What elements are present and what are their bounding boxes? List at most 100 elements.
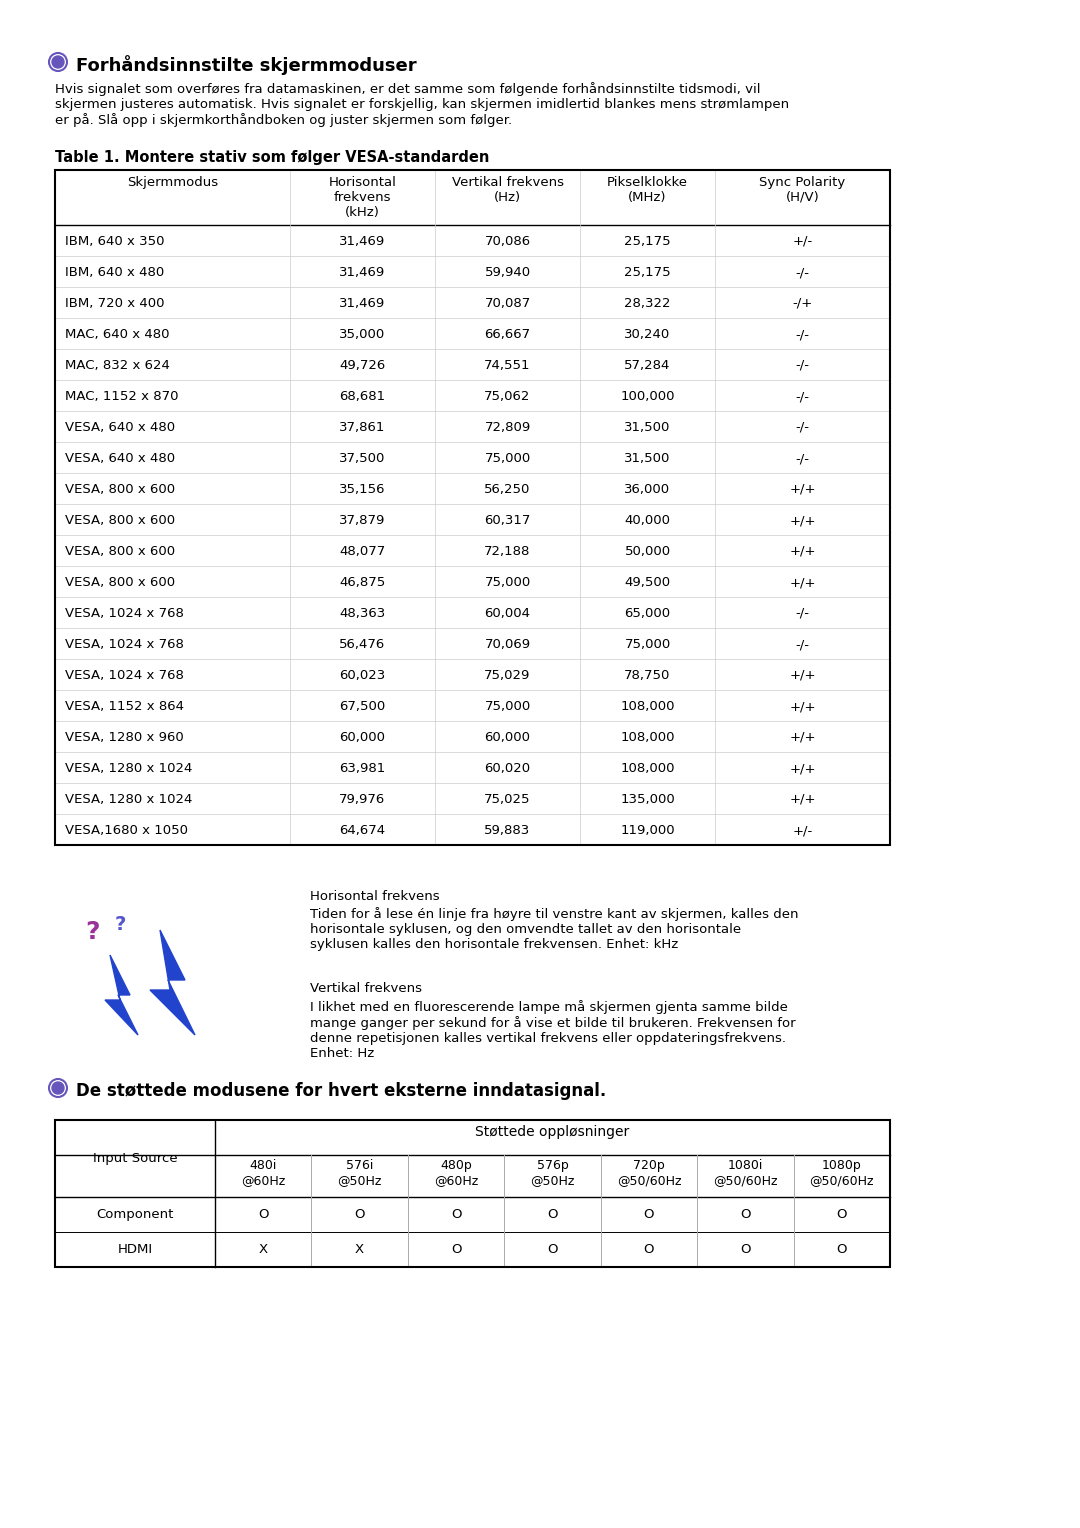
Text: -/-: -/- (796, 329, 810, 341)
Text: 108,000: 108,000 (620, 730, 675, 744)
Text: 1080p
@50/60Hz: 1080p @50/60Hz (810, 1160, 874, 1187)
Text: -/-: -/- (796, 639, 810, 651)
Text: Horisontal
frekvens
(kHz): Horisontal frekvens (kHz) (328, 176, 396, 219)
Circle shape (52, 57, 64, 69)
Text: 50,000: 50,000 (624, 545, 671, 558)
Text: Vertikal frekvens: Vertikal frekvens (310, 983, 422, 995)
Text: 720p
@50/60Hz: 720p @50/60Hz (617, 1160, 681, 1187)
Text: Tiden for å lese én linje fra høyre til venstre kant av skjermen, kalles den
hor: Tiden for å lese én linje fra høyre til … (310, 908, 798, 950)
Text: VESA, 1024 x 768: VESA, 1024 x 768 (65, 607, 184, 620)
Text: Input Source: Input Source (93, 1152, 177, 1164)
Text: VESA, 640 x 480: VESA, 640 x 480 (65, 452, 175, 465)
Text: Sync Polarity
(H/V): Sync Polarity (H/V) (759, 176, 846, 205)
Text: 37,500: 37,500 (339, 452, 386, 465)
Text: -/-: -/- (796, 607, 810, 620)
Text: MAC, 640 x 480: MAC, 640 x 480 (65, 329, 170, 341)
Text: VESA, 800 x 600: VESA, 800 x 600 (65, 513, 175, 527)
Text: VESA, 1152 x 864: VESA, 1152 x 864 (65, 700, 184, 714)
Text: 75,025: 75,025 (484, 793, 530, 805)
Text: 68,681: 68,681 (339, 390, 386, 403)
Text: O: O (740, 1209, 751, 1221)
Text: 119,000: 119,000 (620, 824, 675, 837)
Text: 70,086: 70,086 (485, 235, 530, 248)
Text: +/+: +/+ (789, 669, 815, 681)
Text: -/-: -/- (796, 266, 810, 280)
Text: ?: ? (114, 915, 126, 934)
Text: 75,000: 75,000 (484, 700, 530, 714)
Text: 60,000: 60,000 (485, 730, 530, 744)
Text: O: O (837, 1209, 847, 1221)
Text: 35,156: 35,156 (339, 483, 386, 497)
Text: 49,726: 49,726 (339, 359, 386, 371)
Text: +/+: +/+ (789, 576, 815, 588)
Text: -/-: -/- (796, 390, 810, 403)
Text: IBM, 640 x 480: IBM, 640 x 480 (65, 266, 164, 280)
Text: Horisontal frekvens: Horisontal frekvens (310, 889, 440, 903)
Text: 135,000: 135,000 (620, 793, 675, 805)
Text: MAC, 832 x 624: MAC, 832 x 624 (65, 359, 170, 371)
Text: VESA, 1280 x 1024: VESA, 1280 x 1024 (65, 793, 192, 805)
Text: +/+: +/+ (789, 730, 815, 744)
Text: 480i
@60Hz: 480i @60Hz (241, 1160, 285, 1187)
Text: 48,077: 48,077 (339, 545, 386, 558)
Text: +/-: +/- (793, 235, 812, 248)
Text: O: O (740, 1242, 751, 1256)
Text: 49,500: 49,500 (624, 576, 671, 588)
Text: 100,000: 100,000 (620, 390, 675, 403)
Text: IBM, 640 x 350: IBM, 640 x 350 (65, 235, 164, 248)
Text: 46,875: 46,875 (339, 576, 386, 588)
Text: 37,879: 37,879 (339, 513, 386, 527)
Text: 75,000: 75,000 (484, 452, 530, 465)
Text: 108,000: 108,000 (620, 700, 675, 714)
Text: 63,981: 63,981 (339, 762, 386, 775)
Text: 35,000: 35,000 (339, 329, 386, 341)
Text: 75,062: 75,062 (484, 390, 530, 403)
Text: X: X (258, 1242, 268, 1256)
Text: O: O (258, 1209, 269, 1221)
Text: O: O (837, 1242, 847, 1256)
Text: Hvis signalet som overføres fra datamaskinen, er det samme som følgende forhånds: Hvis signalet som overføres fra datamask… (55, 83, 789, 127)
Text: VESA, 800 x 600: VESA, 800 x 600 (65, 483, 175, 497)
Text: O: O (548, 1209, 557, 1221)
Text: -/-: -/- (796, 359, 810, 371)
Text: 1080i
@50/60Hz: 1080i @50/60Hz (713, 1160, 778, 1187)
Text: Table 1. Montere stativ som følger VESA-standarden: Table 1. Montere stativ som følger VESA-… (55, 150, 489, 165)
Text: +/+: +/+ (789, 483, 815, 497)
Text: 48,363: 48,363 (339, 607, 386, 620)
Text: 56,476: 56,476 (339, 639, 386, 651)
Text: 79,976: 79,976 (339, 793, 386, 805)
Text: 60,020: 60,020 (485, 762, 530, 775)
Polygon shape (150, 931, 195, 1034)
Text: ?: ? (85, 920, 99, 944)
Text: HDMI: HDMI (118, 1242, 152, 1256)
Text: 72,188: 72,188 (484, 545, 530, 558)
Text: 480p
@60Hz: 480p @60Hz (434, 1160, 478, 1187)
Text: 576p
@50Hz: 576p @50Hz (530, 1160, 575, 1187)
Text: 59,940: 59,940 (485, 266, 530, 280)
Text: 31,500: 31,500 (624, 452, 671, 465)
Text: O: O (354, 1209, 365, 1221)
Text: O: O (644, 1209, 654, 1221)
Text: VESA, 1024 x 768: VESA, 1024 x 768 (65, 639, 184, 651)
Text: -/-: -/- (796, 452, 810, 465)
Text: -/+: -/+ (793, 296, 812, 310)
Text: 31,469: 31,469 (339, 266, 386, 280)
Text: 64,674: 64,674 (339, 824, 386, 837)
Text: Component: Component (96, 1209, 174, 1221)
Text: Forhåndsinnstilte skjermmoduser: Forhåndsinnstilte skjermmoduser (76, 55, 417, 75)
Text: 67,500: 67,500 (339, 700, 386, 714)
Text: 60,004: 60,004 (485, 607, 530, 620)
Text: 78,750: 78,750 (624, 669, 671, 681)
Text: O: O (450, 1209, 461, 1221)
Text: 66,667: 66,667 (485, 329, 530, 341)
Text: 75,000: 75,000 (484, 576, 530, 588)
Text: VESA, 800 x 600: VESA, 800 x 600 (65, 576, 175, 588)
Text: VESA, 800 x 600: VESA, 800 x 600 (65, 545, 175, 558)
Text: +/+: +/+ (789, 700, 815, 714)
Text: 31,500: 31,500 (624, 422, 671, 434)
Text: 31,469: 31,469 (339, 235, 386, 248)
Text: +/+: +/+ (789, 762, 815, 775)
Text: O: O (548, 1242, 557, 1256)
Text: 75,029: 75,029 (484, 669, 530, 681)
Text: +/+: +/+ (789, 513, 815, 527)
